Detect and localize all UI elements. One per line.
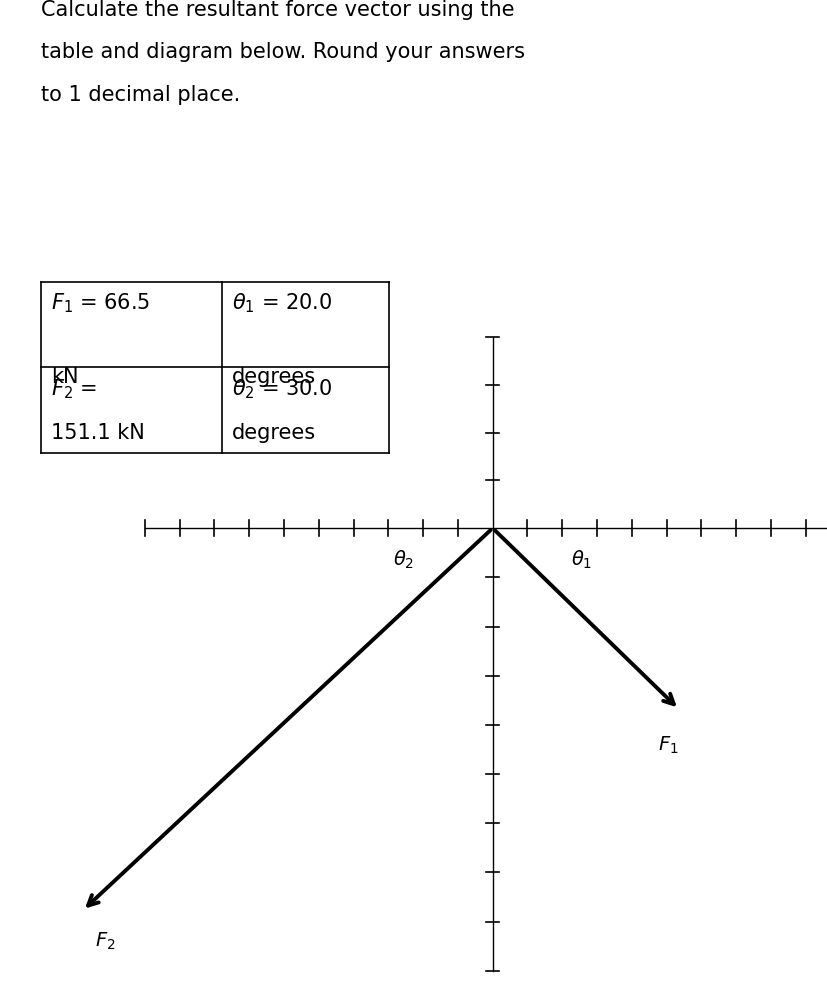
Text: $\theta_2$ = 30.0: $\theta_2$ = 30.0 — [232, 377, 332, 400]
Text: to 1 decimal place.: to 1 decimal place. — [41, 85, 241, 105]
Text: $\theta_1$ = 20.0: $\theta_1$ = 20.0 — [232, 292, 332, 315]
Text: 151.1 kN: 151.1 kN — [51, 424, 145, 444]
Text: degrees: degrees — [232, 367, 316, 387]
Text: degrees: degrees — [232, 424, 316, 444]
Text: $\theta_2$: $\theta_2$ — [392, 548, 414, 570]
Text: kN: kN — [51, 367, 79, 387]
Text: $\theta_1$: $\theta_1$ — [571, 548, 592, 570]
Text: $F_2$: $F_2$ — [95, 931, 116, 952]
Text: $F_2$ =: $F_2$ = — [51, 377, 97, 400]
Text: table and diagram below. Round your answers: table and diagram below. Round your answ… — [41, 42, 525, 62]
Text: Calculate the resultant force vector using the: Calculate the resultant force vector usi… — [41, 0, 514, 20]
Text: $F_1$: $F_1$ — [657, 734, 678, 756]
Text: $F_1$ = 66.5: $F_1$ = 66.5 — [51, 292, 151, 315]
